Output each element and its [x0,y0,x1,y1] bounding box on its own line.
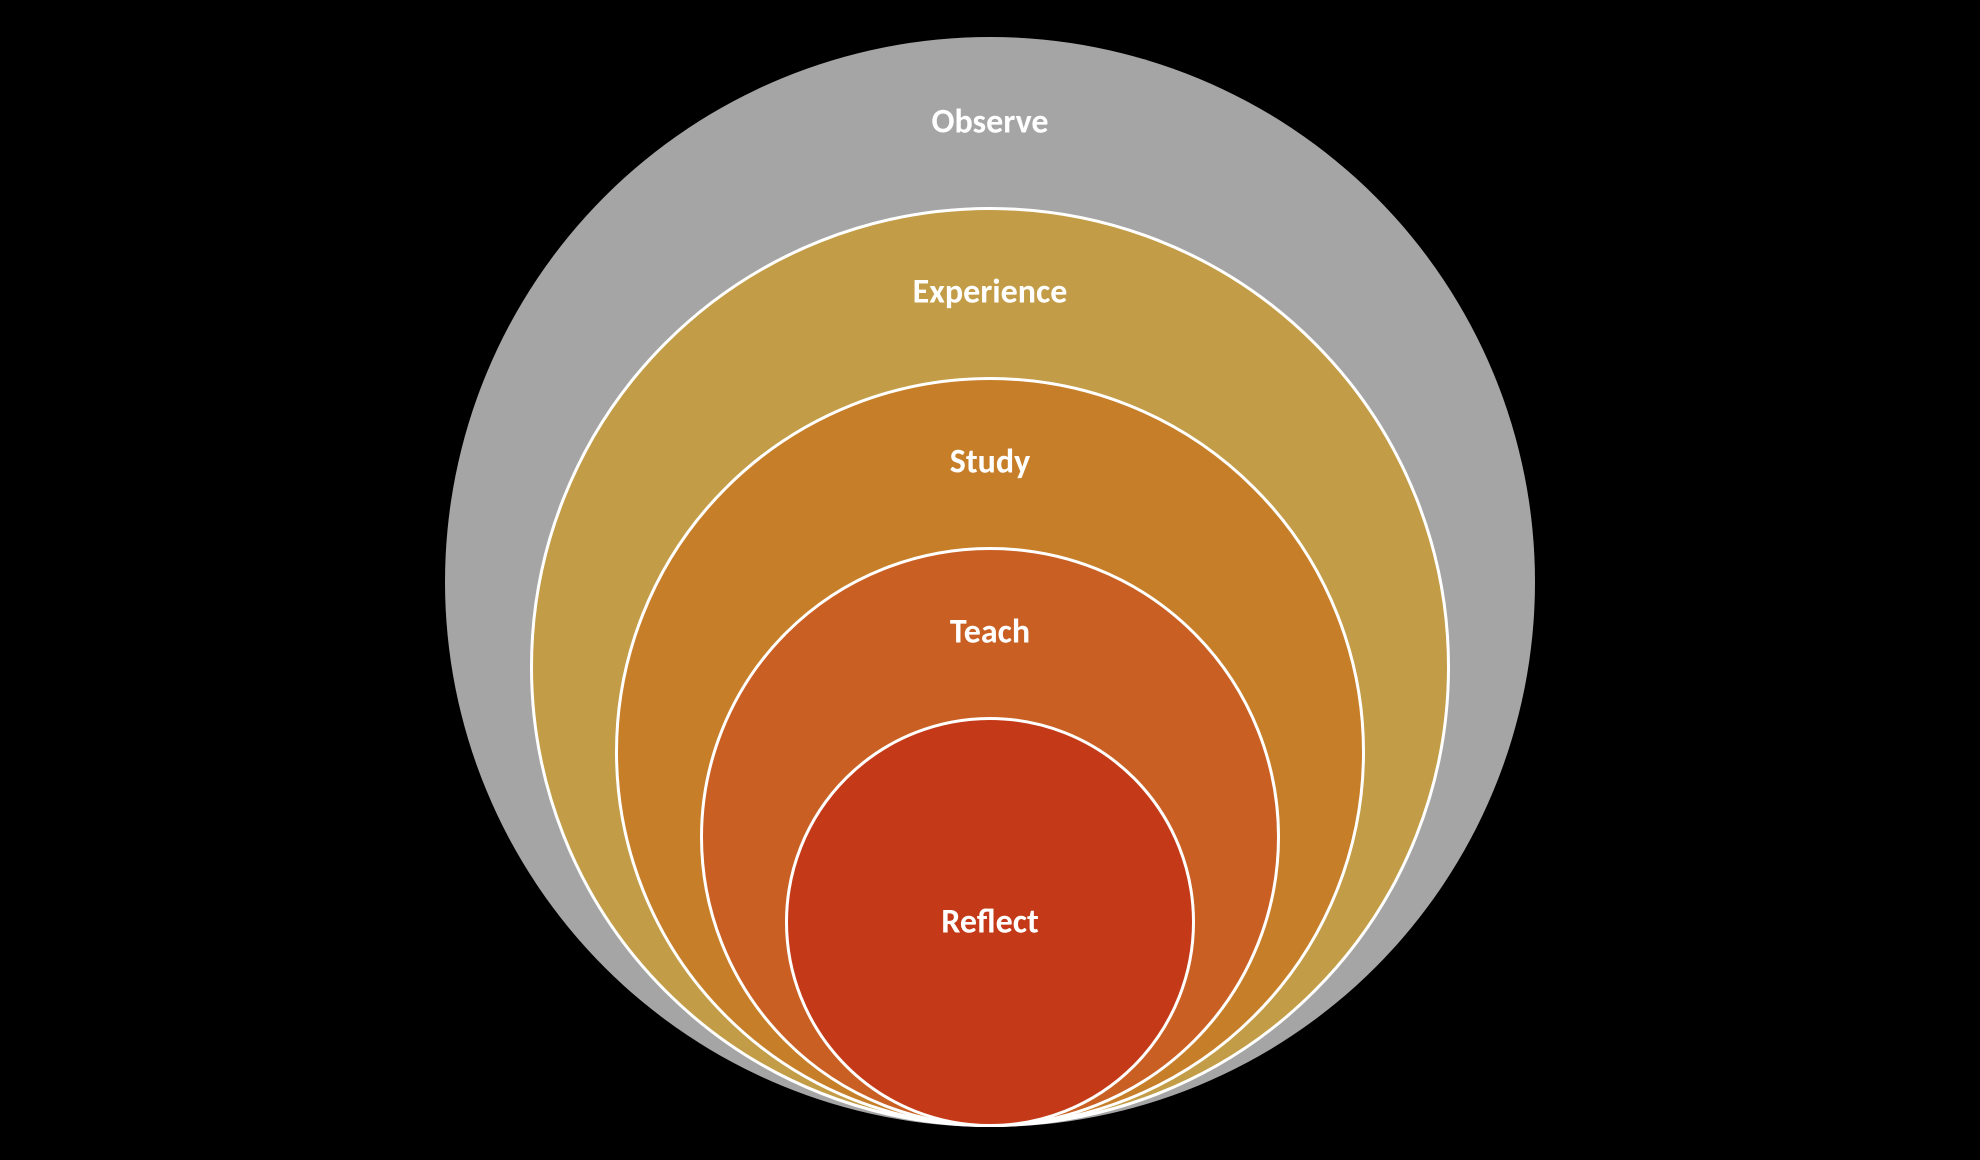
ring-label-reflect: Reflect [941,902,1038,943]
stacked-venn-diagram: Observe Experience Study Teach Reflect [0,0,1980,1160]
ring-label-experience: Experience [913,272,1068,313]
ring-label-teach: Teach [950,612,1030,653]
ring-label-observe: Observe [931,102,1048,143]
ring-label-study: Study [950,442,1030,483]
